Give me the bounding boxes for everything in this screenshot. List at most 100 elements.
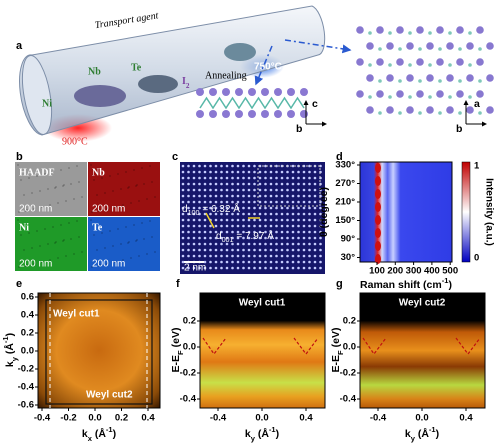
atom-column — [203, 188, 207, 192]
y-tick-label: 0.2 — [21, 328, 34, 339]
atom-column — [264, 254, 267, 258]
atom-column — [242, 176, 245, 180]
eds-speckle — [127, 242, 129, 244]
atom-column — [275, 176, 278, 180]
atom-column — [198, 236, 201, 240]
atom-column — [297, 194, 300, 198]
atom-column — [192, 188, 196, 192]
atom-column — [308, 254, 311, 258]
atom-column — [181, 194, 185, 198]
eds-speckle — [99, 209, 101, 211]
atom-column — [313, 200, 317, 204]
atom-column — [236, 242, 240, 246]
text-part: ) — [113, 428, 117, 440]
eds-speckle — [106, 208, 108, 210]
atom-column — [220, 200, 223, 204]
atom-column — [302, 218, 306, 222]
atom-column — [286, 212, 289, 216]
atom-column — [253, 260, 256, 264]
atom-column — [187, 182, 190, 186]
te-atom — [396, 58, 404, 66]
panel-label: a — [16, 40, 23, 52]
atom-column — [264, 164, 267, 168]
atom-column — [253, 200, 256, 204]
te-atom — [248, 88, 256, 96]
atom-column — [308, 176, 311, 180]
nb-atom — [408, 63, 412, 67]
atom-column — [220, 242, 223, 246]
eds-speckle — [73, 253, 75, 255]
te-atom — [274, 110, 282, 118]
atom-column — [181, 200, 185, 204]
atom-column — [297, 200, 300, 204]
atom-column — [275, 194, 278, 198]
atom-column — [242, 230, 245, 234]
x-tick-label: 0.2 — [115, 413, 128, 424]
text-part: (Å — [415, 427, 429, 440]
atom-column — [236, 248, 240, 252]
atom-column — [313, 230, 317, 234]
nb-atom — [418, 111, 422, 115]
atom-column — [220, 170, 223, 174]
atom-column — [214, 194, 218, 198]
atom-column — [302, 248, 306, 252]
element-label: Te — [131, 62, 142, 73]
atom-column — [313, 254, 317, 258]
eds-speckle — [117, 173, 119, 175]
eds-speckle — [36, 230, 38, 232]
annotation: Transport agent — [94, 10, 159, 31]
eds-map — [88, 162, 160, 216]
atom-column — [280, 218, 284, 222]
atom-column — [308, 236, 311, 240]
atom-column — [280, 170, 284, 174]
nb-atom — [438, 47, 442, 51]
atom-column — [269, 236, 273, 240]
atom-column — [313, 188, 317, 192]
atom-column — [198, 212, 201, 216]
atom-column — [225, 248, 229, 252]
te-atom — [386, 74, 394, 82]
nb-atom — [398, 111, 402, 115]
atom-column — [214, 200, 218, 204]
atom-column — [192, 254, 196, 258]
atom-column — [198, 188, 201, 192]
y-tick-label: 0.0 — [183, 342, 196, 353]
atom-column — [225, 236, 229, 240]
atom-column — [253, 248, 256, 252]
atom-column — [253, 242, 256, 246]
y-tick-label: 270° — [335, 178, 355, 189]
eds-speckle — [112, 190, 114, 192]
atom-column — [313, 260, 317, 264]
eds-speckle — [133, 169, 135, 171]
text-part: -1 — [429, 425, 436, 434]
atom-column — [209, 248, 212, 252]
atom-column — [264, 206, 267, 210]
text-part: = 6.32 Å — [200, 202, 241, 215]
atom-column — [225, 182, 229, 186]
eds-speckle — [39, 245, 41, 247]
eds-speckle — [78, 236, 80, 238]
x-axis-label: kx (Å-1) — [82, 425, 116, 443]
atom-column — [264, 200, 267, 204]
atom-column — [313, 182, 317, 186]
atom-column — [258, 248, 262, 252]
atom-column — [192, 248, 196, 252]
eds-speckle — [39, 190, 41, 192]
text-part: (Å — [92, 427, 106, 440]
arpes-map — [359, 292, 486, 409]
eds-speckle — [90, 219, 92, 221]
atom-column — [308, 170, 311, 174]
atom-column — [258, 206, 262, 210]
eds-speckle — [125, 226, 127, 228]
te-atom — [287, 110, 295, 118]
te-atom — [366, 74, 374, 82]
map-title: Ni — [19, 222, 29, 233]
atom-column — [269, 194, 273, 198]
element-label: I2 — [182, 76, 190, 89]
nb-atom — [438, 79, 442, 83]
atom-column — [280, 254, 284, 258]
atom-column — [192, 194, 196, 198]
eds-speckle — [25, 210, 27, 212]
atom-column — [264, 242, 267, 246]
eds-speckle — [109, 230, 111, 232]
